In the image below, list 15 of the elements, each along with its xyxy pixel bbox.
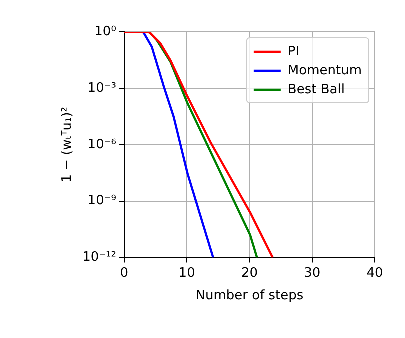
x-tick-label: 20 bbox=[241, 266, 258, 281]
legend-label: Momentum bbox=[288, 63, 362, 78]
y-tick-label: 10⁻⁶ bbox=[88, 137, 116, 152]
y-tick-label: 10⁻¹² bbox=[82, 250, 116, 266]
legend-label: PI bbox=[288, 44, 300, 60]
x-tick-label: 0 bbox=[120, 266, 129, 281]
y-tick-label: 10⁻³ bbox=[88, 80, 116, 96]
x-tick-label: 30 bbox=[304, 266, 321, 281]
y-tick-label: 10⁻⁹ bbox=[88, 194, 116, 209]
x-tick-label: 10 bbox=[178, 266, 196, 281]
legend-label: Best Ball bbox=[288, 82, 345, 98]
y-tick-label: 10⁰ bbox=[94, 24, 116, 40]
x-axis-title: Number of steps bbox=[196, 288, 304, 304]
x-tick-label: 40 bbox=[366, 266, 384, 281]
y-axis-title: 1 − (wₜᵀu₁)² bbox=[60, 107, 76, 183]
